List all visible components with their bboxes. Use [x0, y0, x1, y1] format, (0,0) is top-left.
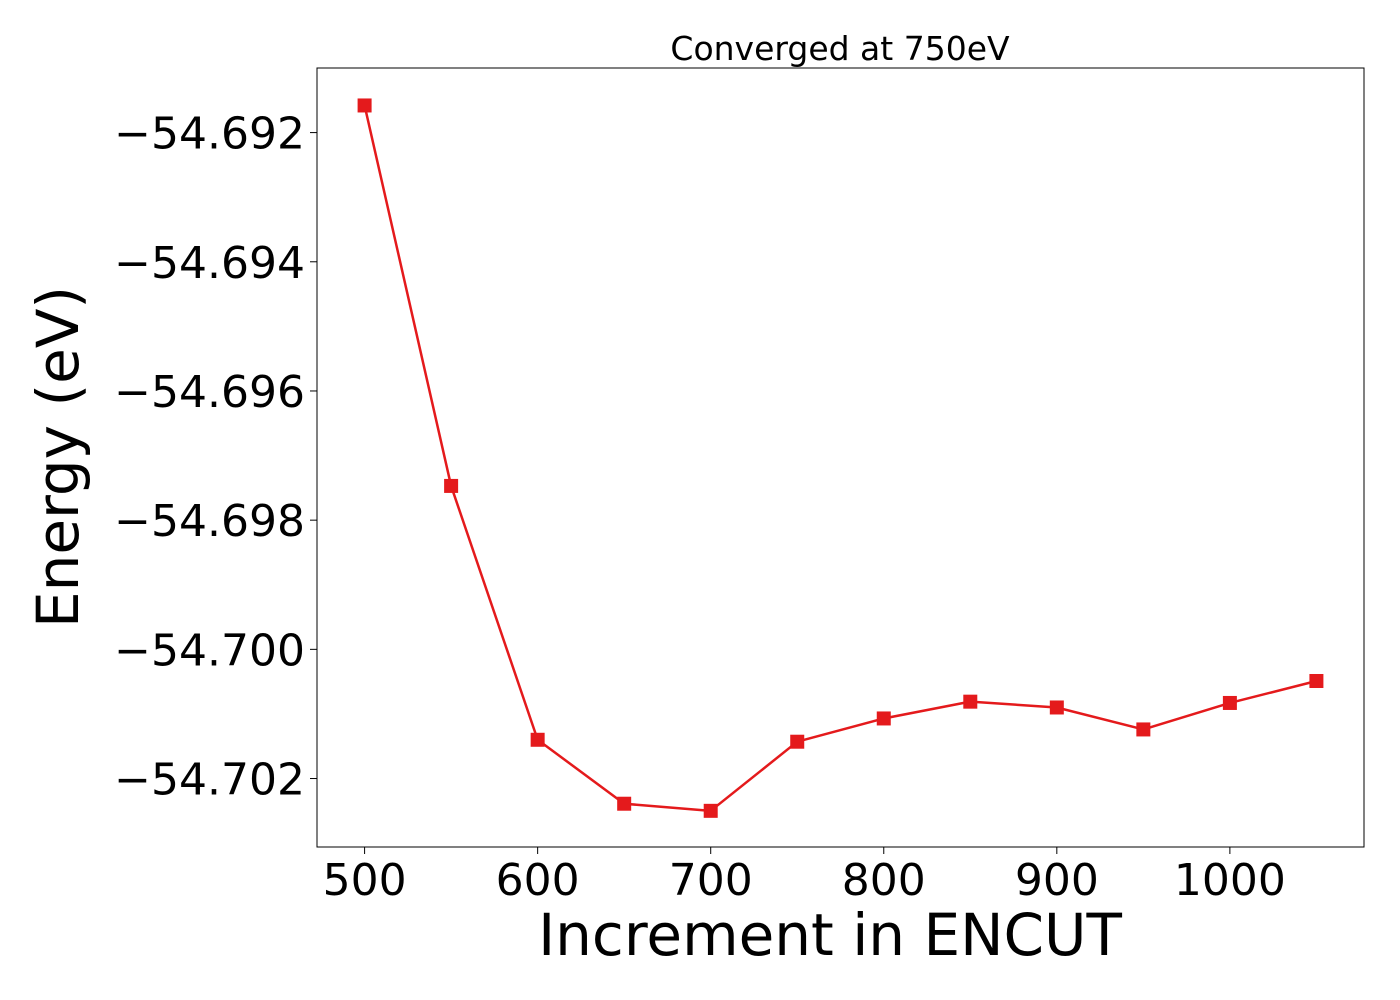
- data-point-marker: [1222, 695, 1237, 710]
- data-point-marker: [963, 694, 978, 709]
- y-tick-label: −54.700: [114, 625, 305, 676]
- data-point-marker: [790, 734, 805, 749]
- data-point-marker: [617, 796, 632, 811]
- plot-area-frame: [316, 67, 1365, 848]
- x-tick-label: 500: [323, 855, 407, 906]
- data-point-marker: [876, 711, 891, 726]
- x-tick-label: 900: [1015, 855, 1099, 906]
- y-axis-ticks: −54.692 −54.694 −54.696 −54.698 −54.700 −54.7…: [114, 109, 317, 806]
- x-axis-ticks: 500 600 700 800 900 1000: [323, 847, 1286, 906]
- y-tick-label: −54.692: [114, 109, 305, 160]
- data-point-marker: [444, 478, 459, 493]
- data-point-marker: [357, 98, 372, 113]
- y-axis-title: Energy (eV): [24, 286, 92, 628]
- x-tick-label: 600: [496, 855, 580, 906]
- y-tick-label: −54.696: [114, 367, 305, 418]
- x-tick-label: 800: [842, 855, 926, 906]
- x-tick-label: 700: [669, 855, 753, 906]
- energy-series: [357, 98, 1324, 818]
- y-tick-label: −54.694: [114, 238, 305, 289]
- chart-title: Converged at 750eV: [670, 29, 1010, 68]
- data-point-marker: [530, 732, 545, 747]
- y-tick-label: −54.698: [114, 496, 305, 547]
- data-point-marker: [1309, 673, 1324, 688]
- data-point-marker: [1136, 722, 1151, 737]
- data-point-marker: [703, 803, 718, 818]
- series-line: [363, 105, 1317, 813]
- data-point-marker: [1049, 700, 1064, 715]
- x-axis-title: Increment in ENCUT: [538, 901, 1122, 969]
- x-tick-label: 1000: [1174, 855, 1286, 906]
- y-tick-label: −54.702: [114, 755, 305, 806]
